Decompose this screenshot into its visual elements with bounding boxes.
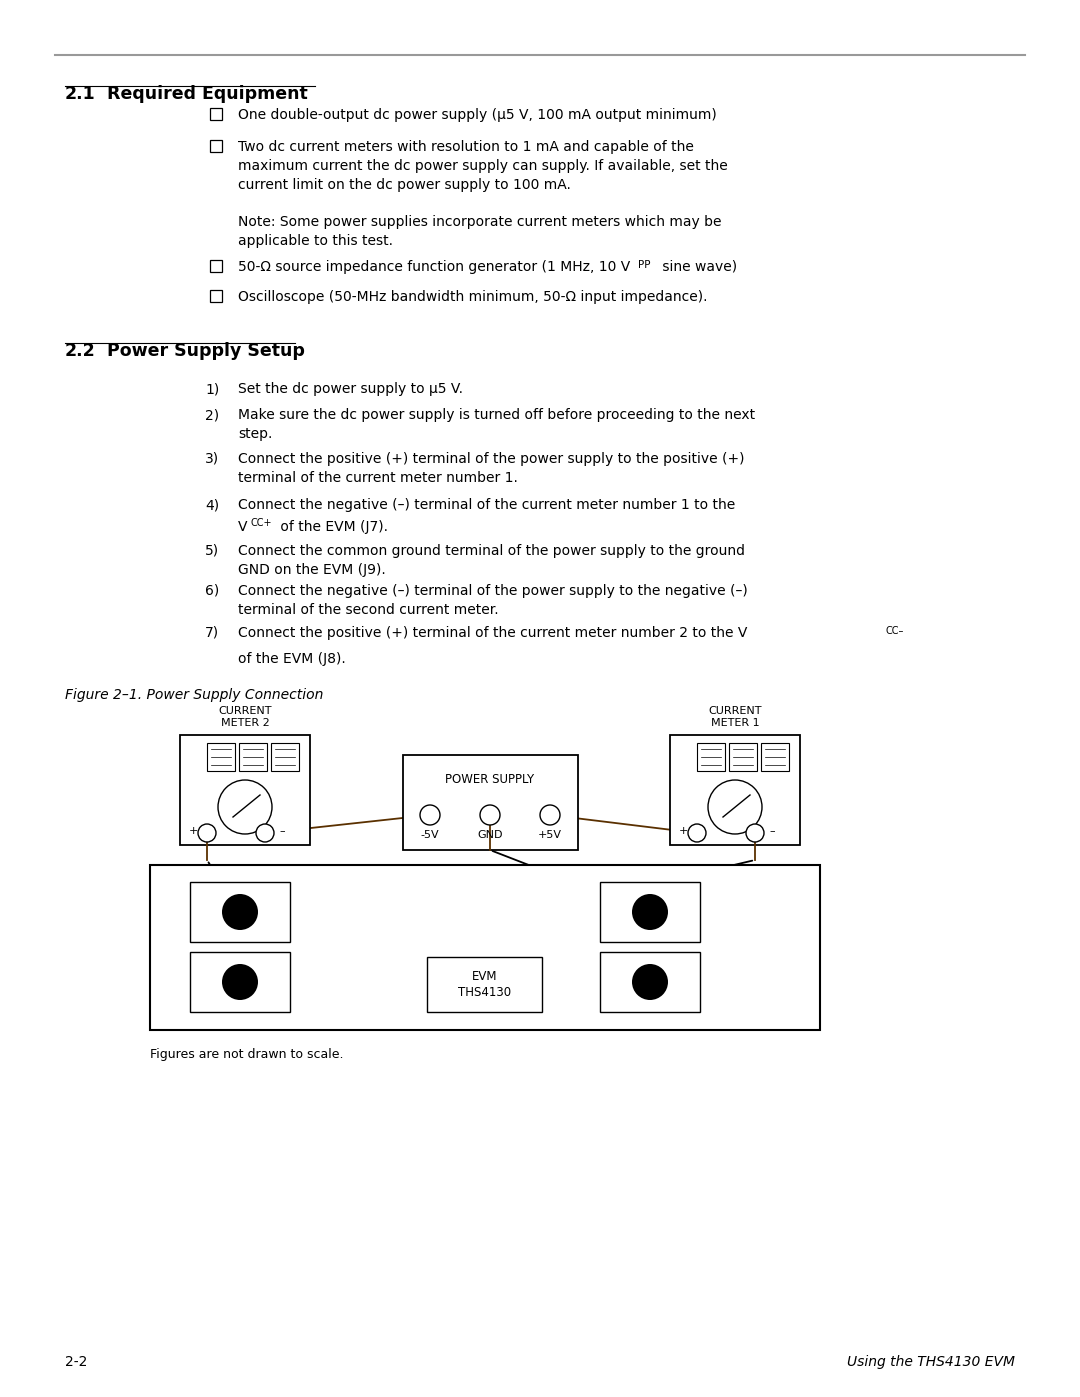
Text: POWER SUPPLY: POWER SUPPLY — [445, 773, 535, 787]
Text: CC+: CC+ — [201, 968, 220, 977]
Text: 5): 5) — [205, 543, 219, 557]
Bar — [180, 735, 310, 845]
Text: of the EVM (J7).: of the EVM (J7). — [276, 520, 388, 534]
Circle shape — [256, 824, 274, 842]
Bar — [190, 882, 291, 942]
Text: 4): 4) — [205, 497, 219, 511]
Text: CURRENT
METER 1: CURRENT METER 1 — [708, 705, 761, 728]
Text: +: + — [188, 826, 198, 835]
Bar — [239, 743, 267, 771]
Text: One double-output dc power supply (µ5 V, 100 mA output minimum): One double-output dc power supply (µ5 V,… — [238, 108, 717, 122]
Text: Required Equipment: Required Equipment — [107, 85, 308, 103]
Text: Using the THS4130 EVM: Using the THS4130 EVM — [847, 1355, 1015, 1369]
Circle shape — [222, 894, 258, 930]
Text: Figures are not drawn to scale.: Figures are not drawn to scale. — [150, 1048, 343, 1060]
Text: J9 GND: J9 GND — [555, 902, 595, 912]
Bar — [271, 743, 299, 771]
Circle shape — [632, 964, 669, 1000]
Text: CC+: CC+ — [251, 517, 272, 528]
Bar — [428, 957, 542, 1011]
Text: 50-Ω source impedance function generator (1 MHz, 10 V: 50-Ω source impedance function generator… — [238, 260, 631, 274]
Text: EVM
THS4130: EVM THS4130 — [458, 970, 512, 999]
Text: 1): 1) — [205, 381, 219, 395]
Text: GND: GND — [477, 830, 503, 840]
Text: PP: PP — [638, 260, 650, 270]
Text: Power Supply Setup: Power Supply Setup — [107, 342, 305, 360]
Text: +5V: +5V — [538, 830, 562, 840]
Circle shape — [218, 780, 272, 834]
Text: Connect the common ground terminal of the power supply to the ground
GND on the : Connect the common ground terminal of th… — [238, 543, 745, 577]
Text: 2): 2) — [205, 408, 219, 422]
Text: Make sure the dc power supply is turned off before proceeding to the next
step.: Make sure the dc power supply is turned … — [238, 408, 755, 441]
Text: –: – — [769, 826, 774, 835]
Bar — [600, 882, 700, 942]
Text: 3): 3) — [205, 453, 219, 467]
Bar — [729, 743, 757, 771]
Text: Connect the positive (+) terminal of the current meter number 2 to the V: Connect the positive (+) terminal of the… — [238, 626, 747, 640]
Text: Oscilloscope (50-MHz bandwidth minimum, 50-Ω input impedance).: Oscilloscope (50-MHz bandwidth minimum, … — [238, 291, 707, 305]
Circle shape — [708, 780, 762, 834]
Text: of the EVM (J8).: of the EVM (J8). — [238, 652, 346, 666]
Circle shape — [632, 894, 669, 930]
Text: Connect the positive (+) terminal of the power supply to the positive (+)
termin: Connect the positive (+) terminal of the… — [238, 453, 744, 485]
Bar — [190, 951, 291, 1011]
Text: 2.1: 2.1 — [65, 85, 96, 103]
Bar — [150, 865, 820, 1030]
Bar — [697, 743, 725, 771]
Text: Two dc current meters with resolution to 1 mA and capable of the
maximum current: Two dc current meters with resolution to… — [238, 140, 728, 191]
Text: -5V: -5V — [421, 830, 440, 840]
Bar — [210, 291, 222, 302]
Circle shape — [540, 805, 561, 826]
Text: J6 V: J6 V — [573, 972, 595, 982]
Text: CC–: CC– — [204, 897, 220, 907]
Text: Figure 2–1. Power Supply Connection: Figure 2–1. Power Supply Connection — [65, 687, 323, 703]
Circle shape — [222, 964, 258, 1000]
Text: Connect the negative (–) terminal of the power supply to the negative (–)
termin: Connect the negative (–) terminal of the… — [238, 584, 747, 617]
Text: CC–: CC– — [886, 626, 904, 636]
Text: 2-2: 2-2 — [65, 1355, 87, 1369]
Text: J8 V: J8 V — [163, 902, 185, 912]
Text: J7 V: J7 V — [163, 972, 185, 982]
Text: 2.2: 2.2 — [65, 342, 96, 360]
Text: +: + — [678, 826, 688, 835]
Text: CURRENT
METER 2: CURRENT METER 2 — [218, 705, 272, 728]
Bar — [210, 260, 222, 272]
Bar — [207, 743, 235, 771]
Bar — [761, 743, 789, 771]
Bar — [600, 951, 700, 1011]
Text: –: – — [280, 826, 285, 835]
Circle shape — [198, 824, 216, 842]
Circle shape — [688, 824, 706, 842]
Text: OCM: OCM — [610, 968, 630, 977]
Text: Set the dc power supply to µ5 V.: Set the dc power supply to µ5 V. — [238, 381, 463, 395]
Bar — [210, 140, 222, 152]
Text: Connect the negative (–) terminal of the current meter number 1 to the: Connect the negative (–) terminal of the… — [238, 497, 735, 511]
Text: 7): 7) — [205, 626, 219, 640]
Circle shape — [480, 805, 500, 826]
Text: sine wave): sine wave) — [658, 260, 738, 274]
Circle shape — [746, 824, 764, 842]
Text: Note: Some power supplies incorporate current meters which may be
applicable to : Note: Some power supplies incorporate cu… — [238, 215, 721, 247]
Bar — [210, 108, 222, 120]
Circle shape — [420, 805, 440, 826]
Text: 6): 6) — [205, 584, 219, 598]
Text: V: V — [238, 520, 247, 534]
Bar — [403, 754, 578, 849]
Bar — [670, 735, 800, 845]
